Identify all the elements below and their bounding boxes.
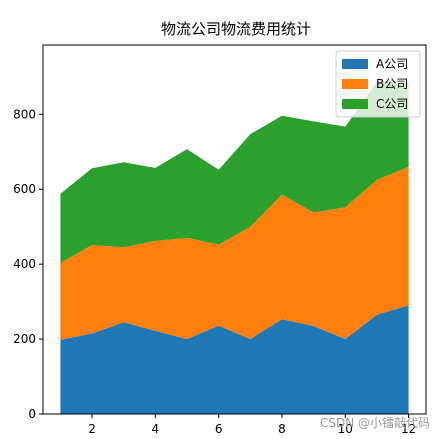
x-tick-label: 6: [215, 422, 223, 436]
legend-swatch-2: [342, 79, 368, 89]
y-tick-label: 800: [13, 107, 36, 121]
series-areas: [60, 81, 409, 414]
legend: A公司 B公司 C公司: [335, 50, 421, 118]
y-tick-label: 600: [13, 182, 36, 196]
legend-swatch-3: [342, 99, 368, 109]
y-tick-label: 400: [13, 257, 36, 271]
x-tick-label: 10: [338, 422, 353, 436]
y-tick-label: 0: [28, 407, 36, 421]
x-tick-label: 2: [88, 422, 96, 436]
plot-frame: [42, 44, 427, 415]
x-tick-label: 4: [152, 422, 160, 436]
area-series-3: [60, 81, 409, 264]
watermark: CSDN @小镭敲代码: [320, 415, 430, 430]
x-tick-label: 8: [278, 422, 286, 436]
legend-label-2: B公司: [376, 77, 408, 91]
chart-title: 物流公司物流费用统计: [161, 20, 311, 38]
legend-label-1: A公司: [376, 57, 408, 71]
legend-label-3: C公司: [376, 97, 408, 111]
legend-swatch-1: [342, 59, 368, 69]
x-tick-label: 12: [401, 422, 416, 436]
x-axis: 2 4 6 8 10 12: [88, 414, 416, 436]
y-axis: 0 200 400 600 800: [13, 107, 43, 421]
y-tick-label: 200: [13, 332, 36, 346]
area-series-1: [60, 305, 409, 414]
area-series-2: [60, 166, 409, 340]
